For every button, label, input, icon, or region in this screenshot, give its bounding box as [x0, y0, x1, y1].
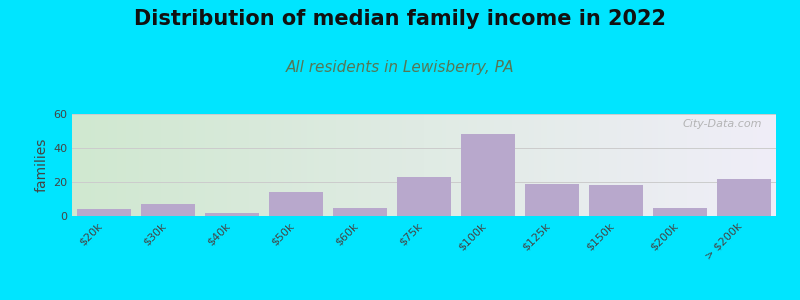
Bar [717, 178, 771, 216]
Bar [141, 204, 195, 216]
Text: City-Data.com: City-Data.com [682, 119, 762, 129]
Bar [525, 184, 579, 216]
Bar [461, 134, 515, 216]
Bar [269, 192, 323, 216]
Text: All residents in Lewisberry, PA: All residents in Lewisberry, PA [286, 60, 514, 75]
Bar [333, 208, 387, 216]
Bar [589, 185, 643, 216]
Bar [397, 177, 451, 216]
Y-axis label: families: families [35, 138, 49, 192]
Text: Distribution of median family income in 2022: Distribution of median family income in … [134, 9, 666, 29]
Bar [653, 208, 707, 216]
Bar [77, 209, 131, 216]
Bar [205, 213, 259, 216]
